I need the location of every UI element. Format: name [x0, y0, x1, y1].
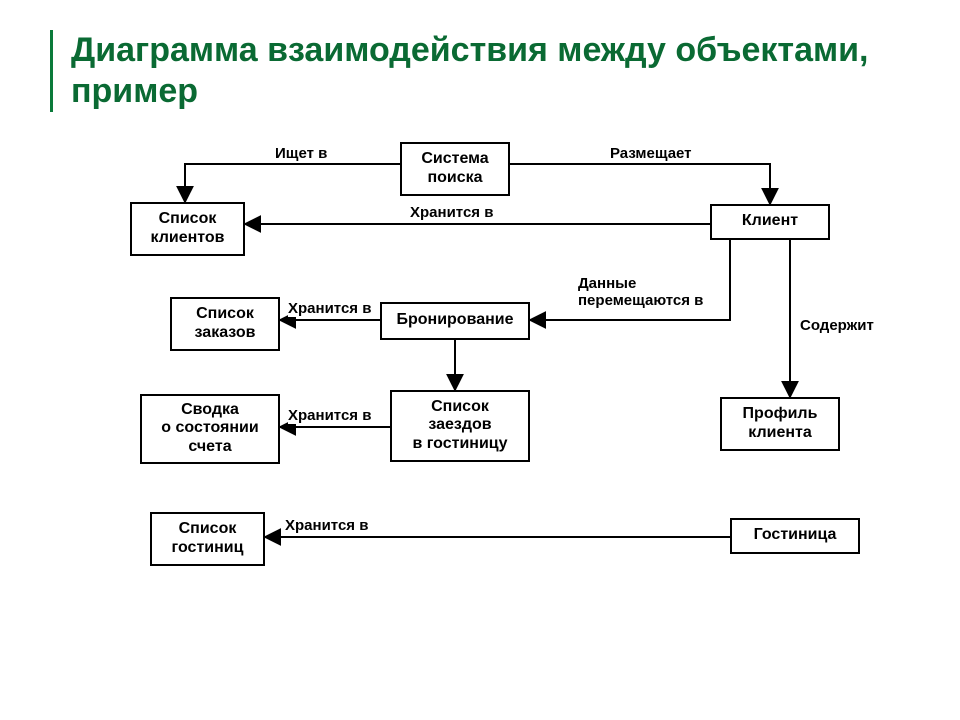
interaction-diagram: Ищет в Размещает Хранится в Хранится в Данны… [70, 142, 910, 642]
edge-label-e9: Хранится в [285, 517, 368, 534]
edge-label-e1: Ищет в [275, 145, 327, 162]
node-booking: Бронирование [380, 302, 530, 340]
edge-label-e3: Хранится в [410, 204, 493, 221]
edge-label-e2: Размещает [610, 145, 692, 162]
edge-label-e5: Данныеперемещаются в [578, 275, 703, 309]
edge-label-e4: Хранится в [288, 300, 371, 317]
edge-e2 [510, 164, 770, 204]
node-hotel: Гостиница [730, 518, 860, 554]
slide-title: Диаграмма взаимодействия между объектами… [71, 30, 910, 112]
node-client_list: Списокклиентов [130, 202, 245, 256]
slide: Диаграмма взаимодействия между объектами… [0, 0, 960, 720]
edge-label-e6: Содержит [800, 317, 874, 334]
edge-e1 [185, 164, 400, 202]
node-search_system: Системапоиска [400, 142, 510, 196]
node-client: Клиент [710, 204, 830, 240]
node-arrival_list: Списокзаездовв гостиницу [390, 390, 530, 462]
node-hotel_list: Списокгостиниц [150, 512, 265, 566]
title-block: Диаграмма взаимодействия между объектами… [50, 30, 910, 112]
node-client_profile: Профильклиента [720, 397, 840, 451]
node-account_summary: Сводкао состояниисчета [140, 394, 280, 464]
node-order_list: Списокзаказов [170, 297, 280, 351]
edge-label-e8: Хранится в [288, 407, 371, 424]
